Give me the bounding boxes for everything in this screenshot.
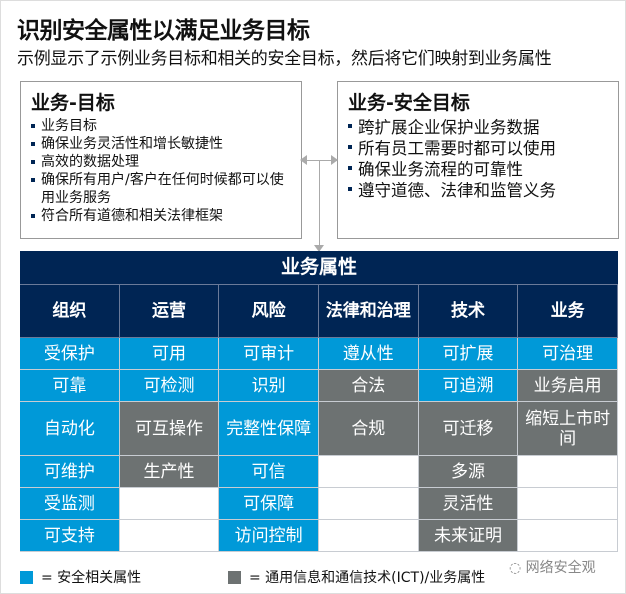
business-goals-list: 业务目标 确保业务灵活性和增长敏捷性 高效的数据处理 确保所有用户/客户在任何时候都可… [31,117,291,225]
security-goals-list: 跨扩展企业保护业务数据 所有员工需要时都可以使用 确保业务流程的可靠性 遵守道德、法律… [348,117,608,201]
attribute-cell: 缩短上市时间 [518,402,618,456]
watermark-text: 网络安全观 [525,560,596,576]
arrow-down-head-icon [314,245,324,252]
attribute-cell: 可追溯 [418,370,519,402]
list-item: 遵守道德、法律和监管义务 [348,180,608,201]
attribute-cell: 灵活性 [418,488,519,520]
empty-cell [518,456,618,488]
business-goals-heading: 业务-目标 [31,92,115,114]
attribute-cell: 识别 [219,370,319,402]
attribute-cell: 访问控制 [219,520,319,552]
empty-cell [518,520,618,552]
page-subtitle: 示例显示了示例业务目标和相关的安全目标，然后将它们映射到业务属性 [17,49,552,69]
attribute-cell: 受保护 [20,338,120,370]
empty-cell [318,456,419,488]
attribute-cell: 自动化 [20,402,120,456]
legend-ict: = 通用信息和通信技术(ICT)/业务属性 [228,567,485,587]
attribute-cell: 多源 [418,456,519,488]
attribute-cell: 可扩展 [418,338,519,370]
empty-cell [318,520,419,552]
column-header: 组织 [20,285,120,338]
attribute-cell: 可互操作 [119,402,220,456]
legend-security: = 安全相关属性 [20,567,141,587]
column-header: 风险 [219,285,319,338]
security-goals-heading: 业务-安全目标 [348,92,470,114]
business-attributes-table: 业务属性 组织 运营 风险 法律和治理 技术 业务 受保护 可用 可审计 遵从性 可扩展 可治理 可靠可… [20,251,618,552]
attribute-cell: 可治理 [518,338,618,370]
empty-cell [119,488,220,520]
attribute-cell: 可支持 [20,520,120,552]
list-item: 跨扩展企业保护业务数据 [348,117,608,138]
attribute-cell: 可审计 [219,338,319,370]
attribute-cell: 受监测 [20,488,120,520]
attribute-cell: 可用 [119,338,220,370]
blue-swatch [20,570,33,584]
attribute-cell: 合规 [318,402,419,456]
watermark: ◌ 网络安全观 [509,557,596,577]
empty-cell [119,520,220,552]
attributes-grid: 组织 运营 风险 法律和治理 技术 业务受保护 可用 可审计 遵从性 可扩展 可治理可靠 可检测 识别合… [20,285,618,552]
attribute-cell: 可保障 [219,488,319,520]
gray-swatch [228,570,241,584]
attribute-cell: 遵从性 [318,338,419,370]
security-goals-box: 业务-安全目标 跨扩展企业保护业务数据 所有员工需要时都可以使用 确保业务流程的可靠… [337,81,619,239]
arrow-left-head-icon [300,155,307,165]
attribute-cell: 未来证明 [418,520,519,552]
column-header: 业务 [518,285,618,338]
wechat-icon: ◌ [509,560,522,576]
attribute-cell: 完整性保障 [219,402,319,456]
list-item: 业务目标 [31,117,291,135]
table-title: 业务属性 [20,251,618,285]
down-arrow-line [319,160,320,252]
list-item: 符合所有道德和相关法律框架 [31,207,291,225]
attribute-cell: 生产性 [119,456,220,488]
list-item: 高效的数据处理 [31,153,291,171]
legend-security-label: = 安全相关属性 [41,570,142,586]
column-header: 技术 [418,285,519,338]
attribute-cell: 合法 [318,370,419,402]
attribute-cell: 可检测 [119,370,220,402]
attribute-cell: 业务启用 [518,370,618,402]
attribute-cell: 可迁移 [418,402,519,456]
column-header: 法律和治理 [318,285,419,338]
attribute-cell: 可维护 [20,456,120,488]
arrow-right-head-icon [331,155,338,165]
business-goals-box: 业务-目标 业务目标 确保业务灵活性和增长敏捷性 高效的数据处理 确保所有用户/客户在… [20,81,302,239]
empty-cell [518,488,618,520]
attribute-cell: 可信 [219,456,319,488]
list-item: 确保业务灵活性和增长敏捷性 [31,135,291,153]
list-item: 确保业务流程的可靠性 [348,159,608,180]
page-title: 识别安全属性以满足业务目标 [17,18,310,44]
list-item: 所有员工需要时都可以使用 [348,138,608,159]
column-header: 运营 [119,285,220,338]
attribute-cell: 可靠 [20,370,120,402]
list-item: 确保所有用户/客户在任何时候都可以使用业务服务 [31,171,291,207]
legend-ict-label: = 通用信息和通信技术(ICT)/业务属性 [249,570,486,586]
empty-cell [318,488,419,520]
